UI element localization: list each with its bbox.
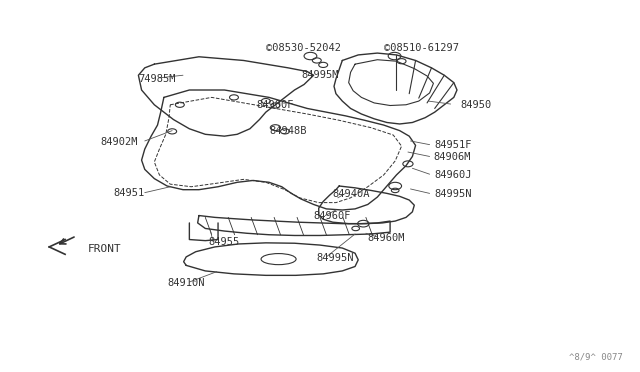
Text: FRONT: FRONT	[88, 244, 121, 254]
Text: 84960M: 84960M	[368, 233, 405, 243]
Text: 84948B: 84948B	[269, 126, 307, 137]
Text: 84960F: 84960F	[314, 211, 351, 221]
Text: 74985M: 74985M	[138, 74, 176, 84]
Text: 84995M: 84995M	[301, 70, 339, 80]
Text: 84955: 84955	[209, 237, 240, 247]
Text: 84995N: 84995N	[317, 253, 355, 263]
Text: 84960J: 84960J	[435, 170, 472, 180]
Text: 84995N: 84995N	[435, 189, 472, 199]
Text: 84900F: 84900F	[256, 100, 294, 110]
Text: 84950: 84950	[460, 100, 492, 110]
Text: 84951: 84951	[113, 188, 144, 198]
Text: 84902M: 84902M	[100, 137, 138, 147]
Text: 84940A: 84940A	[333, 189, 371, 199]
Text: 84951F: 84951F	[435, 140, 472, 150]
Text: 84906M: 84906M	[433, 152, 471, 162]
Text: ©08530-52042: ©08530-52042	[266, 42, 341, 52]
Text: ©08510-61297: ©08510-61297	[384, 42, 459, 52]
Text: 84910N: 84910N	[167, 278, 205, 288]
Text: ^8/9^ 0077: ^8/9^ 0077	[569, 352, 623, 361]
